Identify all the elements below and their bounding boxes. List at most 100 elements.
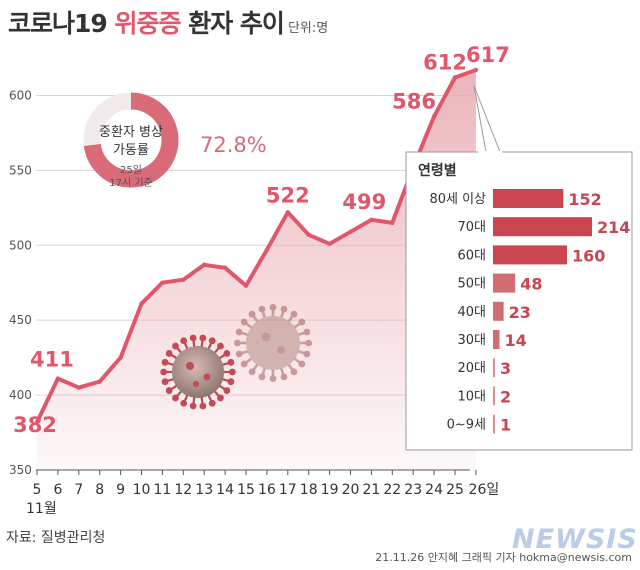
age-bar: [493, 245, 568, 265]
data-point: [97, 379, 102, 384]
x-tick-label: 26일: [469, 482, 500, 498]
x-tick-label: 13: [195, 482, 213, 498]
x-tick-label: 15: [237, 482, 255, 498]
age-category-label: 10대: [457, 389, 486, 404]
virus-illustration-blurred-icon: [233, 303, 313, 383]
data-point: [285, 210, 290, 215]
chart-title-area: 코로나19 위중증 환자 추이 단위:명: [8, 4, 328, 40]
series-line: [35, 68, 478, 425]
age-category-label: 60대: [457, 248, 486, 263]
x-tick-label: 25: [446, 482, 464, 498]
x-tick-label: 5: [33, 482, 42, 498]
y-tick-label: 450: [9, 313, 32, 327]
y-tick-label: 500: [9, 238, 32, 252]
x-axis-ticks: 5 6 7 8 9 10 11 12 13 14 15 16 17 18 19 20 21 22 23 24 25 26일…: [26, 470, 499, 517]
age-panel-title: 연령별: [418, 162, 457, 179]
panel-pointer: [473, 85, 501, 153]
y-tick-label: 600: [9, 88, 32, 102]
y-tick-label: 350: [9, 463, 32, 477]
age-bar: [493, 358, 495, 378]
age-bar: [493, 189, 564, 208]
age-bar: [493, 330, 500, 349]
x-tick-label: 6: [53, 482, 62, 498]
x-tick-label: 23: [404, 482, 422, 498]
age-value-label: 2: [500, 387, 511, 406]
age-bar: [493, 386, 495, 406]
age-category-label: 0~9세: [447, 418, 486, 433]
y-tick-label: 400: [9, 388, 32, 402]
age-value-label: 14: [504, 331, 526, 350]
donut-label-line1: 중환자 병상: [99, 125, 163, 140]
x-tick-label: 10: [133, 482, 151, 498]
donut-value-label: 72.8%: [200, 133, 267, 157]
age-value-label: 214: [597, 218, 630, 237]
data-point: [202, 262, 207, 267]
data-point: [181, 277, 186, 282]
age-category-label: 20대: [457, 361, 486, 376]
data-label: 586: [392, 89, 436, 113]
x-tick-label: 11: [153, 482, 171, 498]
data-point: [452, 75, 458, 80]
bed-occupancy-donut: 중환자 병상 가동률 25일 17시 기준 72.8%: [83, 92, 267, 189]
newsis-logo-watermark: NEWSIS: [512, 524, 638, 555]
age-value-label: 23: [509, 303, 531, 322]
data-point: [222, 265, 228, 270]
x-tick-label: 8: [95, 482, 104, 498]
data-point: [118, 355, 123, 360]
x-tick-label: 18: [300, 482, 318, 498]
x-tick-label: 21: [362, 482, 380, 498]
data-point: [55, 376, 61, 381]
donut-sub-line2: 17시 기준: [109, 177, 153, 189]
age-value-label: 152: [568, 190, 601, 209]
data-label: 382: [13, 413, 57, 437]
data-point: [34, 419, 40, 425]
unit-label: 단위:명: [287, 21, 329, 36]
age-bar: [493, 273, 516, 293]
virus-illustration-icon: [160, 334, 236, 410]
age-value-label: 160: [572, 246, 605, 265]
data-point: [369, 217, 374, 223]
credit-text: 21.11.26 안지혜 그래픽 기자 hokma@newsis.com: [375, 551, 632, 564]
y-axis-ticks: 350 400 450 500 550 600: [9, 88, 32, 477]
age-value-label: 1: [500, 416, 511, 435]
age-category-label: 30대: [457, 333, 486, 348]
x-tick-label: 7: [74, 482, 83, 498]
donut-value-arc: [83, 92, 179, 188]
data-point: [243, 283, 249, 288]
age-category-label: 40대: [457, 305, 486, 320]
data-point: [139, 301, 144, 306]
x-tick-label: 24: [425, 482, 443, 498]
donut-sub-line1: 25일: [120, 164, 142, 176]
chart-title: 코로나19 위중증 환자 추이: [8, 9, 285, 38]
x-tick-label: 22: [383, 482, 401, 498]
data-point: [348, 229, 353, 234]
donut-label-line2: 가동률: [113, 143, 149, 158]
x-tick-label: 19: [321, 482, 339, 498]
age-value-label: 48: [520, 275, 542, 294]
data-label: 617: [466, 43, 510, 67]
x-tick-label: 14: [216, 482, 234, 498]
data-label: 499: [342, 190, 386, 214]
age-bar: [493, 414, 495, 434]
data-label: 612: [423, 50, 467, 74]
data-point: [431, 114, 437, 119]
age-value-label: 3: [500, 359, 511, 378]
data-label: 522: [266, 183, 310, 207]
y-tick-label: 550: [9, 163, 32, 177]
data-point: [160, 280, 165, 285]
data-point: [390, 220, 395, 226]
age-category-label: 80세 이상: [429, 192, 486, 207]
x-tick-label: 16: [258, 482, 276, 498]
age-category-label: 50대: [457, 277, 486, 292]
data-labels: 382 411 522 499 586 612 617: [13, 43, 510, 437]
data-label: 411: [30, 348, 74, 372]
x-tick-label: 9: [116, 482, 125, 498]
x-month-label: 11월: [26, 501, 57, 517]
age-bar: [493, 217, 592, 237]
age-bar: [493, 301, 504, 321]
data-point: [306, 232, 311, 237]
data-point: [327, 241, 332, 246]
age-category-label: 70대: [457, 220, 486, 235]
